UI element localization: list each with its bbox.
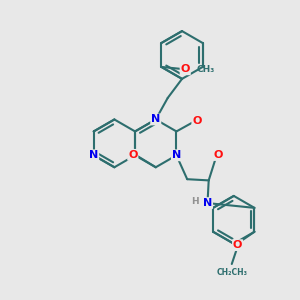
Text: O: O [213,150,223,160]
Text: H: H [192,197,199,206]
Text: N: N [151,115,160,124]
Text: CH₂CH₃: CH₂CH₃ [216,268,247,277]
Text: N: N [89,150,98,160]
Text: N: N [203,198,212,208]
Text: O: O [233,240,242,250]
Text: CH₃: CH₃ [196,65,214,74]
Text: O: O [192,116,202,125]
Text: O: O [128,150,137,160]
Text: O: O [181,64,190,74]
Text: N: N [172,150,181,160]
